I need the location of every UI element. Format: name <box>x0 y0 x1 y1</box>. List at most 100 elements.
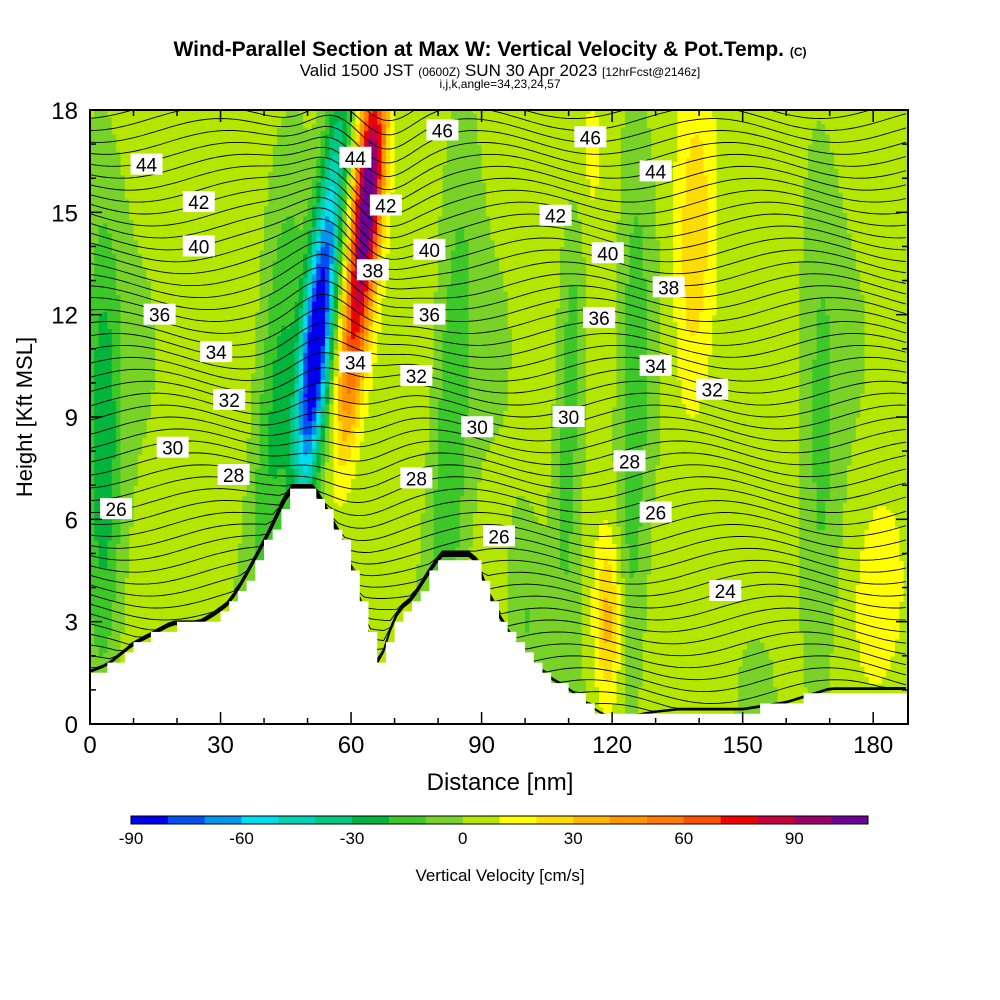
velocity-cell <box>129 567 135 572</box>
velocity-cell <box>133 359 139 364</box>
velocity-cell <box>107 157 113 162</box>
velocity-cell <box>129 219 135 224</box>
velocity-cell <box>98 110 104 115</box>
velocity-cell <box>129 290 135 295</box>
velocity-cell <box>103 519 109 524</box>
velocity-cell <box>116 563 122 568</box>
velocity-cell <box>133 205 139 210</box>
velocity-cell <box>116 236 122 241</box>
velocity-cell <box>94 229 100 234</box>
velocity-cell <box>103 365 109 370</box>
velocity-cell <box>133 307 139 312</box>
velocity-cell <box>103 372 109 377</box>
velocity-cell <box>120 243 126 248</box>
velocity-cell <box>94 567 100 572</box>
velocity-cell <box>98 232 104 237</box>
velocity-cell <box>98 161 104 166</box>
velocity-cell <box>124 239 130 244</box>
velocity-cell <box>111 519 117 524</box>
velocity-cell <box>124 185 130 190</box>
velocity-cell <box>129 584 135 589</box>
velocity-cell <box>129 185 135 190</box>
velocity-cell <box>107 273 113 278</box>
velocity-cell <box>133 543 139 548</box>
velocity-cell <box>107 362 113 367</box>
velocity-cell <box>107 420 113 425</box>
velocity-cell <box>124 584 130 589</box>
velocity-cell <box>133 437 139 442</box>
velocity-cell <box>94 478 100 483</box>
velocity-cell <box>129 116 135 121</box>
velocity-cell <box>103 563 109 568</box>
velocity-cell <box>103 154 109 159</box>
velocity-cell <box>133 485 139 490</box>
velocity-cell <box>107 635 113 640</box>
velocity-cell <box>129 481 135 486</box>
velocity-cell <box>90 580 96 585</box>
velocity-cell <box>129 212 135 217</box>
velocity-cell <box>98 236 104 241</box>
velocity-cell <box>129 150 135 156</box>
velocity-cell <box>98 597 104 602</box>
velocity-cell <box>120 389 126 394</box>
velocity-cell <box>90 318 96 323</box>
velocity-cell <box>124 638 130 643</box>
velocity-cell <box>111 147 117 152</box>
velocity-cell <box>98 181 104 186</box>
velocity-cell <box>103 417 109 422</box>
velocity-cell <box>120 273 126 278</box>
velocity-cell <box>90 539 96 544</box>
velocity-cell <box>107 430 113 435</box>
velocity-cell <box>124 243 130 248</box>
velocity-cell <box>124 430 130 435</box>
velocity-cell <box>129 372 135 377</box>
velocity-cell <box>116 597 122 602</box>
velocity-cell <box>129 553 135 558</box>
velocity-cell <box>90 468 96 473</box>
velocity-cell <box>90 219 96 224</box>
velocity-cell <box>111 550 117 555</box>
velocity-cell <box>124 522 130 527</box>
velocity-cell <box>107 256 113 261</box>
velocity-cell <box>133 304 139 309</box>
velocity-cell <box>90 584 96 589</box>
velocity-cell <box>98 198 104 203</box>
velocity-cell <box>116 113 122 118</box>
velocity-cell <box>94 509 100 514</box>
velocity-cell <box>103 243 109 248</box>
velocity-cell <box>94 161 100 166</box>
velocity-cell <box>133 239 139 244</box>
velocity-cell <box>90 417 96 422</box>
velocity-cell <box>124 307 130 312</box>
velocity-cell <box>90 529 96 534</box>
velocity-cell <box>107 345 113 350</box>
velocity-cell <box>116 246 122 251</box>
velocity-cell <box>94 345 100 350</box>
velocity-cell <box>103 560 109 565</box>
velocity-cell <box>107 297 113 302</box>
velocity-cell <box>124 266 130 272</box>
velocity-cell <box>98 266 104 272</box>
velocity-cell <box>133 526 139 531</box>
velocity-cell <box>129 379 135 384</box>
velocity-cell <box>94 256 100 261</box>
velocity-cell <box>116 478 122 483</box>
velocity-cell <box>116 324 122 330</box>
velocity-cell <box>116 335 122 340</box>
velocity-cell <box>120 362 126 367</box>
velocity-cell <box>94 652 100 657</box>
velocity-cell <box>120 232 126 237</box>
velocity-cell <box>98 379 104 384</box>
velocity-cell <box>133 618 139 623</box>
velocity-cell <box>90 515 96 521</box>
velocity-cell <box>98 406 104 411</box>
velocity-cell <box>103 328 109 333</box>
velocity-cell <box>111 246 117 251</box>
velocity-cell <box>90 161 96 166</box>
velocity-cell <box>107 481 113 486</box>
velocity-cell <box>124 631 130 637</box>
velocity-cell <box>111 239 117 244</box>
velocity-cell <box>116 338 122 343</box>
velocity-cell <box>90 485 96 490</box>
velocity-cell <box>124 382 130 387</box>
